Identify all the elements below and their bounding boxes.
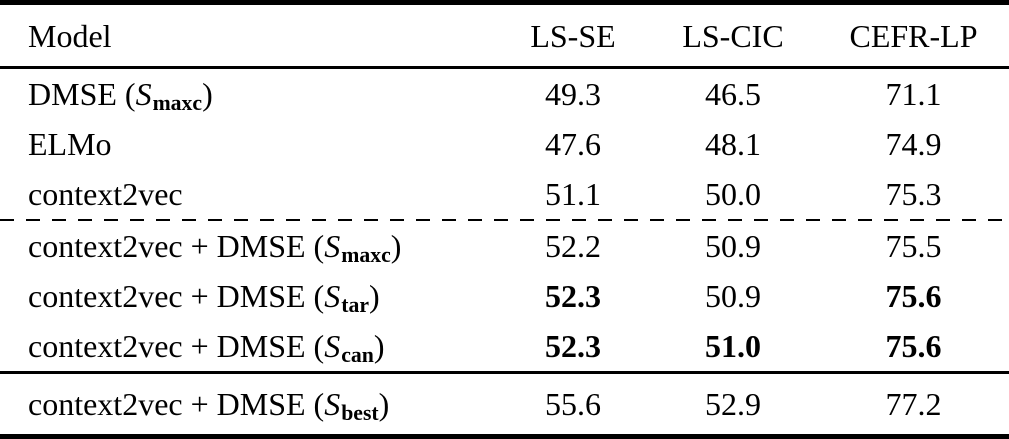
metric-value: 48.1: [705, 126, 761, 162]
metric-value: 77.2: [885, 386, 942, 422]
metric-column-header: CEFR-LP: [849, 17, 978, 54]
math-symbol: S: [324, 278, 341, 314]
metric-value: 51.0: [705, 328, 761, 364]
metric-value: 52.3: [545, 328, 601, 364]
model-label: context2vec + DMSE (: [28, 278, 325, 314]
math-subscript: maxc: [341, 243, 391, 268]
model-column-header: Model: [28, 17, 112, 54]
model-cell: DMSE (Smaxc): [0, 76, 498, 114]
metric-value: 50.9: [705, 228, 761, 264]
model-label: context2vec + DMSE (: [28, 228, 325, 264]
model-label-suffix: ): [390, 228, 402, 264]
metric-value: 75.5: [885, 228, 942, 264]
math-subscript: maxc: [152, 91, 203, 116]
metric-value: 75.6: [885, 328, 942, 364]
metric-value: 50.0: [705, 176, 761, 212]
math-subscript: [183, 191, 184, 215]
math-symbol: S: [324, 228, 341, 264]
model-label: DMSE (: [28, 76, 136, 112]
model-cell: context2vec + DMSE (Sbest): [0, 386, 498, 424]
table-row: DMSE (Smaxc) 49.3 46.5 71.1: [0, 69, 1009, 119]
bottom-rule: [0, 434, 1009, 439]
metric-value: 52.3: [545, 278, 601, 314]
dashed-divider: [0, 219, 1009, 221]
metric-value: 49.3: [545, 76, 601, 112]
table-row: context2vec + DMSE (Scan) 52.3 51.0 75.6: [0, 321, 1009, 371]
metric-column-header: LS-CIC: [682, 17, 784, 54]
model-cell: context2vec + DMSE (Scan): [0, 328, 498, 366]
model-label-suffix: ): [373, 328, 385, 364]
metric-value: 55.6: [545, 386, 601, 422]
metric-value: 75.6: [885, 278, 942, 314]
table-row: context2vec + DMSE (Star) 52.3 50.9 75.6: [0, 271, 1009, 321]
metric-value: 74.9: [885, 126, 942, 162]
metric-value: 71.1: [885, 76, 942, 112]
table-row: context2vec 51.1 50.0 75.3: [0, 169, 1009, 219]
model-label: context2vec + DMSE (: [28, 386, 325, 422]
math-subscript: can: [341, 343, 374, 368]
metric-column-header: LS-SE: [530, 17, 616, 54]
top-rule: [0, 0, 1009, 5]
math-symbol: S: [135, 76, 152, 112]
model-cell: ELMo: [0, 128, 498, 160]
metric-value: 51.1: [545, 176, 601, 212]
math-symbol: S: [324, 328, 341, 364]
table-row: ELMo 47.6 48.1 74.9: [0, 119, 1009, 169]
model-label: context2vec + DMSE (: [28, 328, 325, 364]
header-rule: [0, 66, 1009, 69]
math-subscript: tar: [341, 293, 369, 318]
section-rule: [0, 371, 1009, 374]
model-cell: context2vec + DMSE (Smaxc): [0, 228, 498, 266]
math-symbol: S: [324, 386, 341, 422]
model-label-suffix: ): [378, 386, 390, 422]
model-cell: context2vec + DMSE (Star): [0, 278, 498, 316]
metric-value: 52.2: [545, 228, 601, 264]
metric-value: 46.5: [705, 76, 761, 112]
metric-value: 47.6: [545, 126, 601, 162]
metric-value: 75.3: [885, 176, 942, 212]
metric-value: 52.9: [705, 386, 761, 422]
math-subscript: best: [341, 401, 379, 426]
model-label-suffix: ): [202, 76, 213, 112]
header-row: Model LS-SE LS-CIC CEFR-LP: [0, 5, 1009, 66]
table-row: context2vec + DMSE (Sbest) 55.6 52.9 77.…: [0, 374, 1009, 434]
math-subscript: [112, 141, 113, 165]
model-label-suffix: ): [368, 278, 380, 314]
model-label: ELMo: [28, 126, 112, 162]
metric-value: 50.9: [705, 278, 761, 314]
model-label: context2vec: [28, 176, 183, 212]
table-row: context2vec + DMSE (Smaxc) 52.2 50.9 75.…: [0, 221, 1009, 271]
model-cell: context2vec: [0, 178, 498, 210]
